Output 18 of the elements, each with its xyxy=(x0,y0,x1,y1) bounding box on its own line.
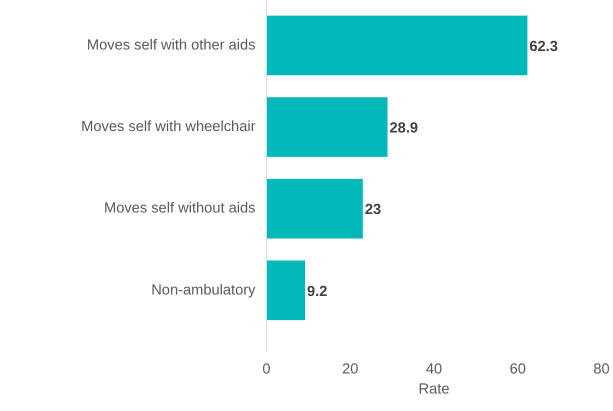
x-axis-title: Rate xyxy=(418,382,450,398)
x-tick-label: 20 xyxy=(342,362,358,378)
y-tick-label: Moves self without aids xyxy=(104,200,256,217)
x-tick-label: 80 xyxy=(593,362,610,378)
bar xyxy=(266,260,306,320)
data-label: 9.2 xyxy=(307,284,328,300)
data-label: 28.9 xyxy=(390,120,418,137)
y-tick-label: Moves self with wheelchair xyxy=(81,119,256,136)
bar xyxy=(266,178,363,238)
x-tick-label: 0 xyxy=(262,362,271,378)
bar xyxy=(266,16,528,76)
x-tick-label: 60 xyxy=(510,362,526,378)
y-tick-label: Moves self with other aids xyxy=(86,37,256,54)
y-tick-label: Non-ambulatory xyxy=(151,282,256,298)
data-label: 62.3 xyxy=(529,38,558,55)
bar xyxy=(266,97,388,157)
data-label: 23 xyxy=(364,202,382,218)
x-tick-label: 40 xyxy=(426,362,442,378)
